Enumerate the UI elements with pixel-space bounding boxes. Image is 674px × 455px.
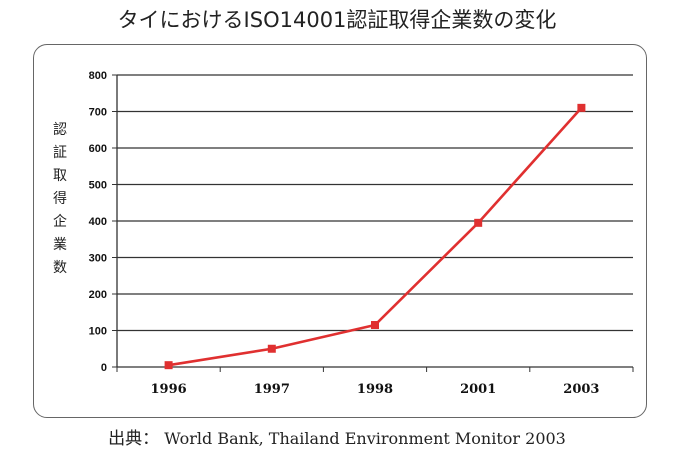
y-tick-label: 600 [89,143,107,155]
y-axis-label-char: 取 [53,168,67,184]
source-text: World Bank, Thailand Environment Monitor… [164,429,566,448]
y-tick-label: 300 [89,253,107,265]
x-tick-labels: 1996 1997 1998 2001 2003 [151,382,600,397]
x-tick-label: 1996 [151,382,187,397]
x-tick-label: 1997 [254,382,290,397]
source-label: 出典： [108,429,159,449]
y-axis-label-char: 業 [53,237,67,253]
data-point [577,104,585,112]
y-axis-label: 認証取得企業数 [53,122,67,276]
source-caption: 出典： World Bank, Thailand Environment Mon… [0,424,674,449]
data-point [474,219,482,227]
y-axis-label-char: 認 [53,122,67,138]
y-tick-label: 800 [89,70,107,82]
y-tick-label: 100 [89,326,107,338]
y-axis-label-char: 証 [53,145,67,161]
y-tick-label: 200 [89,289,107,301]
data-point [268,345,276,353]
y-axis-label-char: 企 [53,213,67,230]
data-point [371,321,379,329]
x-tick-label: 2003 [563,382,599,397]
y-tick-label: 700 [89,107,107,119]
y-tick-label: 0 [101,362,107,374]
gridlines [117,75,633,331]
data-series [165,104,586,369]
x-tick-label: 1998 [357,382,393,397]
data-point [165,361,173,369]
y-axis-label-char: 得 [53,190,67,207]
y-tick-label: 500 [89,180,107,192]
y-tick-labels: 0 100 200 300 400 500 600 700 800 [89,70,107,374]
y-axis-label-char: 数 [53,260,67,276]
y-tick-label: 400 [89,216,107,228]
x-tick-label: 2001 [460,382,496,397]
